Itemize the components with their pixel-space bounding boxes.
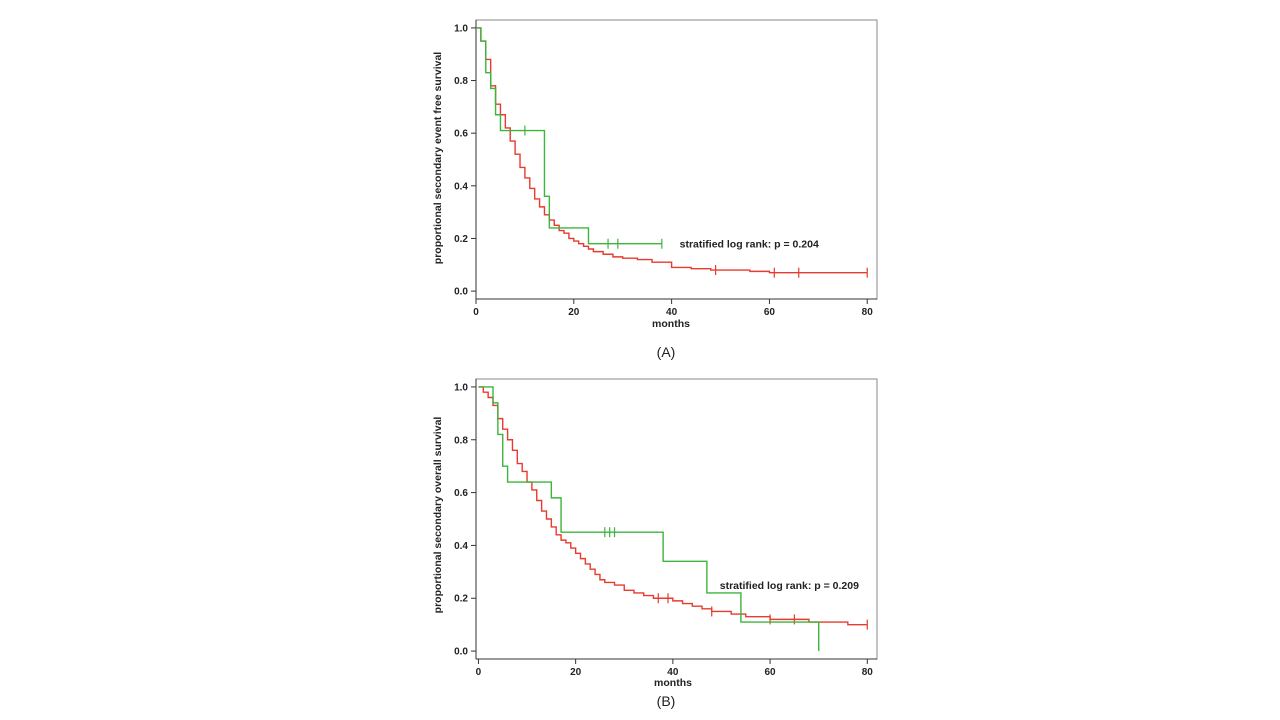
y-tick-label: 0.6 [454, 488, 468, 499]
chart-a: 0.0 0.2 0.4 0.6 0.8 1.0 0 20 40 60 80 stratified … [432, 19, 878, 360]
x-tick-label: 0 [476, 667, 482, 678]
x-tick-label: 60 [765, 667, 777, 678]
y-tick-label: 0.2 [454, 594, 468, 605]
x-axis-label-b: months [654, 677, 692, 689]
y-tick-label: 0.4 [454, 541, 468, 552]
plot-frame-b [475, 378, 878, 660]
survival-curve-2 [476, 27, 662, 245]
plot-frame-a [475, 19, 878, 300]
annotation-b: stratified log rank: p = 0.209 [720, 580, 859, 592]
x-tick-label: 80 [862, 307, 874, 318]
panel-label-b: (B) [657, 693, 676, 709]
y-axis-a: 0.0 0.2 0.4 0.6 0.8 1.0 [454, 20, 477, 299]
x-tick-label: 20 [570, 667, 582, 678]
chart-b: 0.0 0.2 0.4 0.6 0.8 1.0 0 20 40 60 80 stratified … [432, 378, 878, 709]
annotation-a: stratified log rank: p = 0.204 [680, 239, 819, 251]
y-tick-label: 0.0 [454, 647, 468, 658]
y-tick-label: 1.0 [454, 23, 468, 34]
y-axis-b: 0.0 0.2 0.4 0.6 0.8 1.0 [454, 379, 477, 659]
x-tick-label: 40 [667, 667, 679, 678]
y-tick-label: 0.0 [454, 287, 468, 298]
x-axis-b: 0 20 40 60 80 [476, 658, 877, 678]
survival-curve-2 [478, 386, 820, 652]
y-tick-label: 0.8 [454, 76, 468, 87]
x-tick-label: 0 [473, 307, 479, 318]
x-axis-a: 0 20 40 60 80 [473, 298, 877, 318]
x-tick-label: 20 [568, 307, 580, 318]
survival-curve-1 [476, 27, 868, 274]
y-tick-label: 0.8 [454, 435, 468, 446]
panel-label-a: (A) [657, 344, 676, 360]
x-tick-label: 40 [666, 307, 678, 318]
x-tick-label: 60 [764, 307, 776, 318]
y-axis-label-a: proportional secondary event free surviv… [432, 52, 444, 264]
y-tick-label: 0.6 [454, 129, 468, 140]
y-tick-label: 1.0 [454, 382, 468, 393]
survival-curve-1 [478, 386, 868, 626]
y-tick-label: 0.4 [454, 181, 468, 192]
y-tick-label: 0.2 [454, 234, 468, 245]
x-axis-label-a: months [652, 318, 690, 330]
x-tick-label: 80 [862, 667, 874, 678]
y-axis-label-b: proportional secondary overall survival [432, 417, 444, 614]
